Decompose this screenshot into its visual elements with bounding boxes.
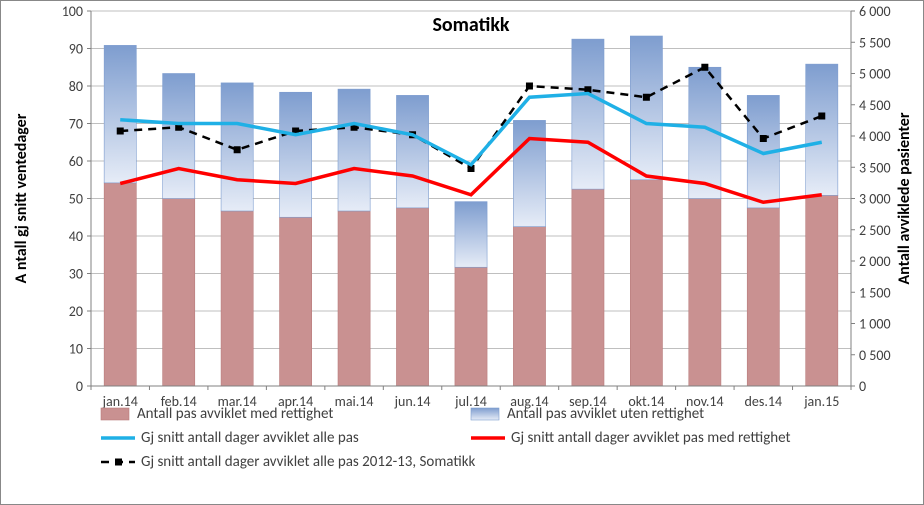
svg-text:100: 100 [62,3,83,20]
x-category-label: jan.15 [803,393,839,410]
bar-with [396,208,428,386]
svg-text:4 000: 4 000 [859,128,891,145]
bar-with [689,199,721,387]
legend-swatch [101,408,129,420]
bar-with [747,208,779,386]
svg-text:20: 20 [69,303,83,320]
bar-without [455,202,487,268]
bar-without [572,39,604,189]
bar-without [630,36,662,180]
svg-text:3 000: 3 000 [859,191,891,208]
bar-without [806,64,838,195]
bar-without [280,92,312,217]
line-prev-marker [701,64,708,71]
legend-label: Gj snitt antall dager avviklet pas med r… [511,429,791,447]
svg-text:2 500: 2 500 [859,222,891,239]
bar-with [806,195,838,386]
line-prev-marker [117,128,124,135]
chart-title: Somatikk [432,13,509,37]
bar-with [572,189,604,386]
x-category-label: jun.14 [394,393,431,410]
line-prev-marker [760,135,767,142]
x-category-label: jul.14 [454,393,487,410]
bar-with [338,211,370,386]
svg-text:1 500: 1 500 [859,284,891,301]
svg-text:80: 80 [69,78,83,95]
chart-frame: 010203040506070809010000 5001 0001 5002 … [0,0,924,505]
bar-with [513,227,545,386]
x-category-label: des.14 [745,393,783,410]
bar-without [104,45,136,183]
bar-with [280,217,312,386]
legend-line-marker [115,459,122,466]
legend-swatch [471,408,499,420]
svg-text:60: 60 [69,153,83,170]
bar-without [163,74,195,199]
line-prev-marker [643,94,650,101]
bar-with [630,180,662,386]
svg-text:0 500: 0 500 [859,347,891,364]
y1-axis-label: A ntall gj snitt ventedager [12,113,31,283]
bar-without [513,120,545,226]
svg-text:70: 70 [69,116,83,133]
legend-label: Gj snitt antall dager avviklet alle pas … [141,453,476,471]
bar-with [104,183,136,386]
bar-with [163,199,195,387]
line-prev-marker [234,146,241,153]
svg-text:0: 0 [859,378,866,395]
svg-text:3 500: 3 500 [859,159,891,176]
svg-text:4 500: 4 500 [859,97,891,114]
legend-label: Gj snitt antall dager avviklet alle pas [141,429,359,447]
bar-without [396,95,428,208]
bar-with [455,267,487,386]
svg-text:0: 0 [76,378,83,395]
svg-text:1 000: 1 000 [859,316,891,333]
line-prev-marker [818,113,825,120]
svg-text:10: 10 [69,341,83,358]
svg-text:30: 30 [69,266,83,283]
chart-svg: 010203040506070809010000 5001 0001 5002 … [1,1,923,504]
legend-label: Antall pas avviklet uten rettighet [507,405,704,423]
x-category-label: mai.14 [335,393,374,410]
bar-with [221,211,253,386]
svg-text:40: 40 [69,228,83,245]
legend-label: Antall pas avviklet med rettighet [137,405,333,423]
bar-without [338,89,370,211]
svg-text:2 000: 2 000 [859,253,891,270]
y2-axis-label: Antall avviklede pasienter [895,112,914,284]
svg-text:5 500: 5 500 [859,34,891,51]
line-prev-marker [526,83,533,90]
svg-text:5 000: 5 000 [859,66,891,83]
svg-text:90: 90 [69,41,83,58]
x-category-label: jan.14 [102,393,138,410]
svg-text:50: 50 [69,191,83,208]
svg-text:6 000: 6 000 [859,3,891,20]
